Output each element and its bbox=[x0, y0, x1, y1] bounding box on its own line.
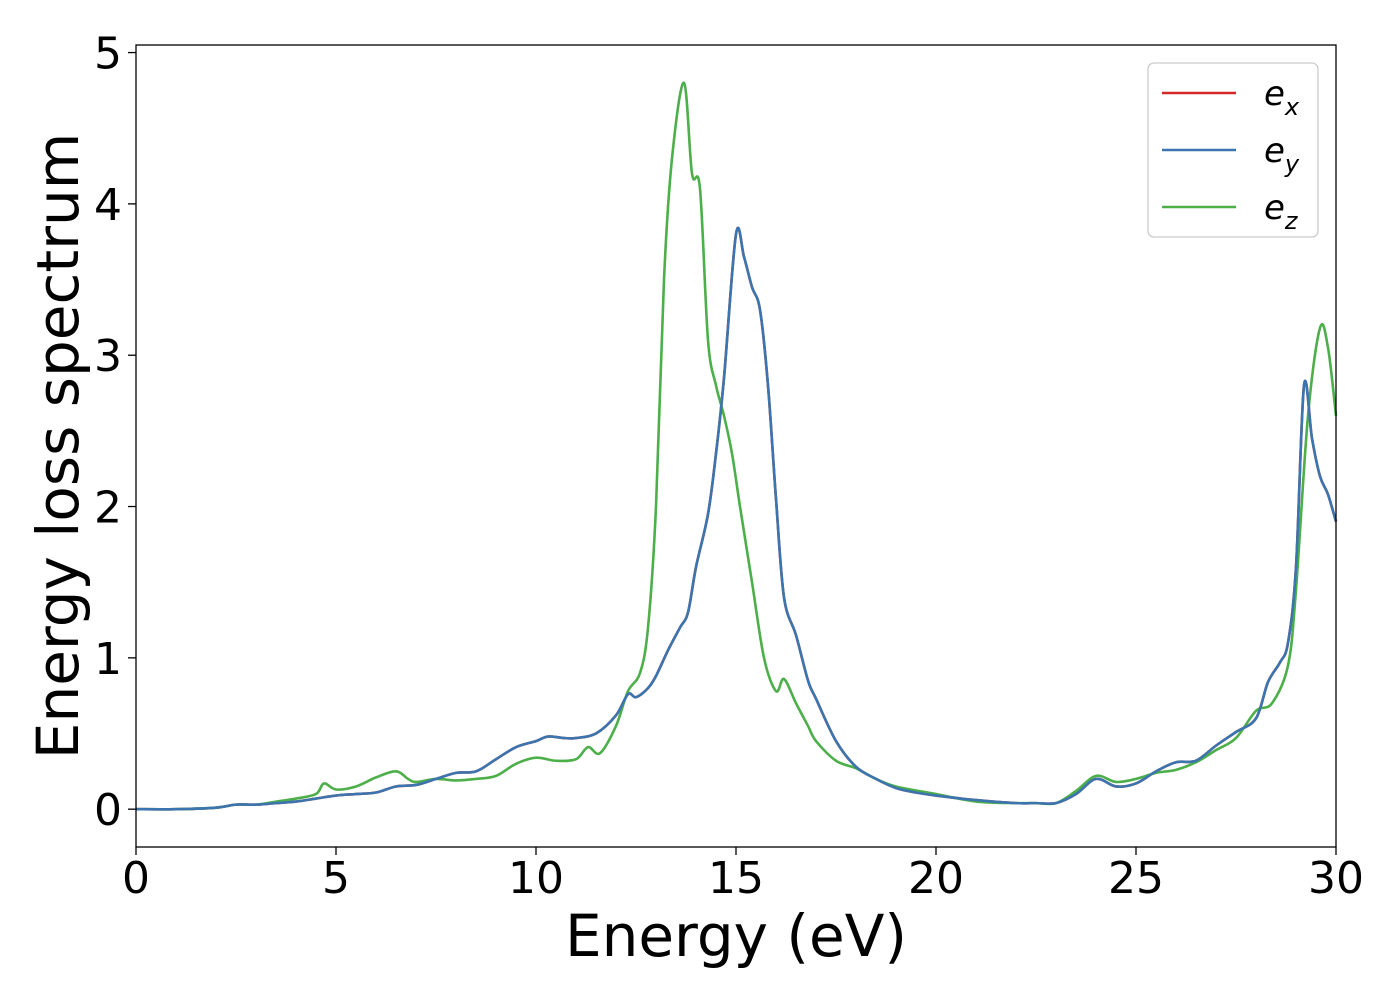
x-tick-label: 10 bbox=[508, 853, 564, 904]
legend-entry: ey bbox=[1264, 131, 1300, 178]
y-tick-label: 5 bbox=[94, 29, 122, 80]
y-tick-label: 0 bbox=[94, 785, 122, 836]
x-tick-label: 25 bbox=[1108, 853, 1164, 904]
y-tick-label: 3 bbox=[94, 331, 122, 382]
y-axis-label: Energy loss spectrum bbox=[24, 133, 92, 759]
series-line-e-y bbox=[135, 226, 1338, 811]
series-line-e-z bbox=[135, 81, 1338, 811]
y-axis-ticks: 0 1 2 3 4 5 bbox=[94, 29, 136, 836]
y-tick-label: 4 bbox=[94, 180, 122, 231]
y-tick-label: 1 bbox=[94, 634, 122, 685]
x-tick-label: 0 bbox=[122, 853, 150, 904]
y-tick-label: 2 bbox=[94, 483, 122, 534]
series-line-e-x bbox=[135, 226, 1338, 811]
x-tick-label: 15 bbox=[708, 853, 764, 904]
legend-entry: ez bbox=[1264, 188, 1299, 235]
legend-entry: ex bbox=[1264, 74, 1300, 121]
x-tick-label: 30 bbox=[1308, 853, 1364, 904]
x-tick-label: 20 bbox=[908, 853, 964, 904]
x-axis-ticks: 0 5 10 15 20 25 30 bbox=[122, 847, 1364, 904]
x-tick-label: 5 bbox=[322, 853, 350, 904]
series-lines bbox=[135, 81, 1338, 811]
legend: ex ey ez bbox=[1147, 62, 1319, 238]
x-axis-label: Energy (eV) bbox=[565, 902, 907, 970]
